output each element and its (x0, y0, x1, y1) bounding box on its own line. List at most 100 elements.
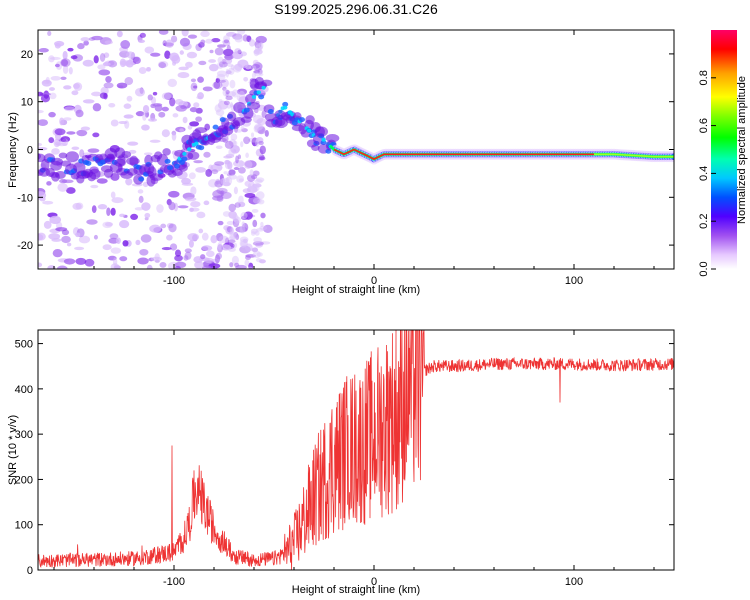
spectrogram-blob (79, 149, 85, 158)
spectrogram-blob (104, 40, 113, 45)
spectrogram-blob (62, 65, 69, 74)
spectrogram-blob (187, 151, 200, 160)
spectrogram-blob (146, 67, 151, 72)
spectrogram-blob (182, 116, 188, 124)
spectrogram-blob (110, 263, 120, 269)
spectrogram-y-ticks: -20 -10 0 10 20 (17, 49, 674, 252)
spectrogram-blob (42, 200, 54, 205)
spectrogram-blob (305, 115, 315, 125)
spectrogram-blob (41, 79, 52, 87)
spectrogram-blob (187, 125, 193, 130)
spectrogram-blob (174, 266, 181, 269)
spectrogram-blob (261, 79, 273, 87)
spectrogram-blob (224, 159, 231, 165)
spectrogram-blob (54, 128, 66, 136)
spectrogram-blob (245, 152, 249, 158)
spectrogram-blob (86, 219, 98, 225)
spectrogram-blob (72, 202, 82, 210)
spectrogram-blob (229, 231, 238, 240)
spectrogram-blob (227, 111, 237, 122)
spectrogram-blob (253, 49, 260, 57)
spectrogram-blob (124, 77, 134, 86)
spectrogram-blob (58, 138, 67, 142)
spectrogram-blob (90, 184, 99, 189)
spectrogram-blob (263, 224, 273, 233)
spectrogram-blob (49, 92, 57, 100)
spectrogram-blob (228, 169, 236, 176)
spectrogram-blob (210, 235, 218, 244)
spectrogram-blob (245, 255, 251, 261)
snr-x-tick-label: 0 (371, 576, 377, 588)
spectrogram-blob (51, 157, 64, 166)
spectrogram-blob (67, 47, 74, 52)
snr-frame (37, 329, 675, 571)
spectrogram-blob (102, 221, 113, 229)
spectrogram-blob (226, 220, 235, 226)
snr-y-tick-label: 400 (15, 384, 33, 396)
spectrogram-blob (147, 94, 153, 101)
spectrogram-blob (77, 43, 85, 50)
spectrogram-blob (125, 178, 133, 186)
spectrogram-blob (47, 30, 52, 37)
spectrogram-blob (254, 230, 260, 236)
spectrogram-blob (204, 257, 214, 264)
spectrogram-blob (196, 211, 206, 219)
spectrogram-blob (85, 160, 92, 166)
spectrogram-blob (61, 179, 74, 184)
spectrogram-blob (238, 166, 246, 174)
spectrogram-blob (325, 134, 340, 143)
spectrogram-blob (119, 256, 128, 262)
spectrogram-blob (253, 125, 260, 133)
spectrogram-blob (91, 205, 97, 213)
spectrogram-blob (162, 40, 167, 47)
snr-y-ticks: 0 100 200 300 400 500 (15, 339, 674, 577)
spectrogram-blob (184, 248, 192, 253)
spectrogram-blob (124, 120, 130, 129)
spectrogram-blob (195, 116, 203, 122)
spectrogram-blob (138, 67, 147, 75)
spectrogram-y-tick-label: -20 (17, 240, 33, 252)
spectrogram-blob (227, 67, 235, 75)
spectrogram-blob (57, 182, 68, 192)
spectrogram-blob (38, 109, 44, 114)
spectrogram-blob (40, 94, 51, 103)
colorbar-gradient (711, 30, 737, 269)
spectrogram-blob (116, 237, 121, 245)
spectrogram-blob (87, 148, 100, 153)
spectrogram-blob (142, 104, 150, 114)
spectrogram-blob (194, 141, 199, 146)
spectrogram-blob (215, 109, 225, 116)
spectrogram-blob (66, 131, 76, 135)
spectrogram-blob (208, 63, 219, 72)
spectrogram-blob (214, 161, 225, 166)
spectrogram-blob (168, 190, 180, 198)
spectrogram-blob (254, 72, 264, 77)
spectrogram-blob (258, 156, 266, 161)
spectrogram-blob (103, 168, 114, 178)
spectrogram-blob (117, 155, 126, 166)
spectrogram-blob (38, 262, 43, 268)
spectrogram-blob (188, 239, 194, 248)
snr-x-ticks: -100 0 100 (53, 330, 655, 588)
spectrogram-blob (255, 139, 260, 147)
spectrogram-blob (216, 79, 226, 83)
spectrogram-y-tick-label: 0 (27, 145, 33, 157)
spectrogram-blob (178, 66, 189, 71)
snr-y-tick-label: 100 (15, 520, 33, 532)
spectrogram-blob (189, 107, 198, 113)
spectrogram-blob (125, 59, 134, 68)
spectrogram-blob (161, 246, 172, 251)
spectrogram-blob (311, 144, 320, 152)
spectrogram-blob (179, 37, 191, 47)
spectrogram-blob (214, 254, 221, 264)
spectrogram-blob (223, 171, 228, 175)
snr-x-label: Height of straight line (km) (292, 584, 420, 596)
spectrogram-blob (168, 201, 176, 211)
colorbar-label: Normalized spectral amplitude (736, 76, 748, 224)
spectrogram-blob (50, 75, 61, 81)
spectrogram-blob (179, 128, 184, 132)
spectrogram-blob (240, 240, 249, 247)
spectrogram-blob (72, 83, 80, 89)
spectrogram-blob (154, 253, 160, 261)
